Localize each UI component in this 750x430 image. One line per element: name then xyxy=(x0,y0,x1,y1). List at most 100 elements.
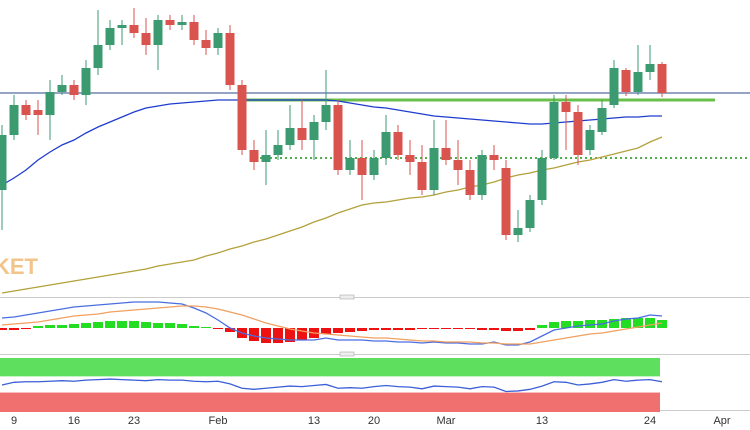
candle-body xyxy=(321,105,331,122)
candle-body xyxy=(261,155,271,162)
histogram-bar xyxy=(657,320,667,328)
candle-body xyxy=(201,40,211,48)
histogram-bar xyxy=(537,325,547,328)
x-tick-label: Feb xyxy=(209,415,228,427)
candle-body xyxy=(21,105,31,115)
candle-body xyxy=(213,33,223,48)
candle-body xyxy=(81,68,91,95)
watermark: KET xyxy=(0,254,39,279)
histogram-bar xyxy=(513,328,523,331)
candle-body xyxy=(429,148,439,190)
histogram-bar xyxy=(561,321,571,328)
candle-body xyxy=(309,122,319,140)
x-tick-label: 9 xyxy=(11,415,17,427)
candle-body xyxy=(585,130,595,150)
candle-body xyxy=(249,150,259,162)
candle-body xyxy=(465,170,475,195)
histogram-bar xyxy=(585,320,595,328)
histogram-bar xyxy=(405,328,415,330)
histogram-bar xyxy=(45,325,55,328)
histogram-bar xyxy=(273,328,283,343)
candle-body xyxy=(297,128,307,140)
histogram-bar xyxy=(189,326,199,328)
histogram-bar xyxy=(333,328,343,333)
x-tick-label: Apr xyxy=(713,415,730,427)
candle-body xyxy=(285,128,295,145)
candle-body xyxy=(333,105,343,170)
candle-body xyxy=(633,72,643,92)
histogram-bar xyxy=(369,328,379,330)
histogram-bar xyxy=(621,318,631,328)
candle-body xyxy=(441,148,451,160)
histogram-bar xyxy=(549,322,559,328)
candle-body xyxy=(33,110,43,115)
histogram-bar xyxy=(225,328,235,332)
candle-body xyxy=(513,228,523,235)
histogram-bar xyxy=(9,328,19,330)
histogram-bar xyxy=(633,318,643,328)
histogram-bar xyxy=(117,321,127,328)
histogram-bar xyxy=(21,328,31,329)
histogram-bar xyxy=(429,328,439,329)
candle-body xyxy=(141,33,151,45)
candle-body xyxy=(549,102,559,158)
candle-body xyxy=(501,168,511,235)
x-tick-label: 24 xyxy=(644,415,656,427)
histogram-bar xyxy=(393,328,403,330)
candle-body xyxy=(381,132,391,158)
histogram-bar xyxy=(465,328,475,329)
histogram-bar xyxy=(57,325,67,328)
candle-body xyxy=(177,22,187,25)
histogram-bar xyxy=(141,322,151,328)
histogram-bar xyxy=(381,328,391,330)
rsi-line xyxy=(1,378,663,393)
histogram-bar xyxy=(285,328,295,342)
histogram-bar xyxy=(249,328,259,341)
rsi-zone xyxy=(0,358,660,377)
candle-body xyxy=(525,200,535,228)
histogram-bar xyxy=(321,328,331,334)
histogram-bar xyxy=(201,327,211,328)
candle-body xyxy=(573,112,583,155)
histogram-bar xyxy=(153,323,163,328)
histogram-bar xyxy=(501,328,511,331)
candle-body xyxy=(45,92,55,115)
histogram-bar xyxy=(69,324,79,328)
candle-body xyxy=(621,70,631,92)
candle-body xyxy=(657,64,667,93)
resize-grip[interactable] xyxy=(339,351,355,357)
histogram-bar xyxy=(177,324,187,328)
histogram-bar xyxy=(417,328,427,329)
candle-body xyxy=(273,145,283,155)
candle-body xyxy=(345,158,355,170)
candle-body xyxy=(129,25,139,33)
histogram-bar xyxy=(165,323,175,328)
histogram-bar xyxy=(129,321,139,328)
candle-body xyxy=(0,135,7,190)
resize-grip[interactable] xyxy=(339,294,355,300)
histogram-bar xyxy=(93,322,103,328)
candle-body xyxy=(477,155,487,195)
histogram-bar xyxy=(573,321,583,328)
candle-body xyxy=(489,155,499,160)
candle-body xyxy=(393,132,403,155)
candle-body xyxy=(357,158,367,175)
histogram-bar xyxy=(0,328,7,330)
candle-body xyxy=(57,85,67,92)
macd-line xyxy=(1,305,663,345)
histogram-bar xyxy=(105,321,115,328)
moving-average xyxy=(1,136,663,294)
x-tick-label: 23 xyxy=(128,415,140,427)
x-tick-label: 13 xyxy=(536,415,548,427)
rsi-zone xyxy=(0,392,660,412)
candle-body xyxy=(453,160,463,170)
histogram-bar xyxy=(345,328,355,332)
candle-body xyxy=(165,20,175,25)
candle-body xyxy=(561,102,571,112)
histogram-bar xyxy=(261,328,271,343)
histogram-bar xyxy=(645,318,655,328)
histogram-bar xyxy=(609,319,619,328)
candle-body xyxy=(225,33,235,85)
histogram-bar xyxy=(357,328,367,331)
candle-body xyxy=(597,108,607,132)
